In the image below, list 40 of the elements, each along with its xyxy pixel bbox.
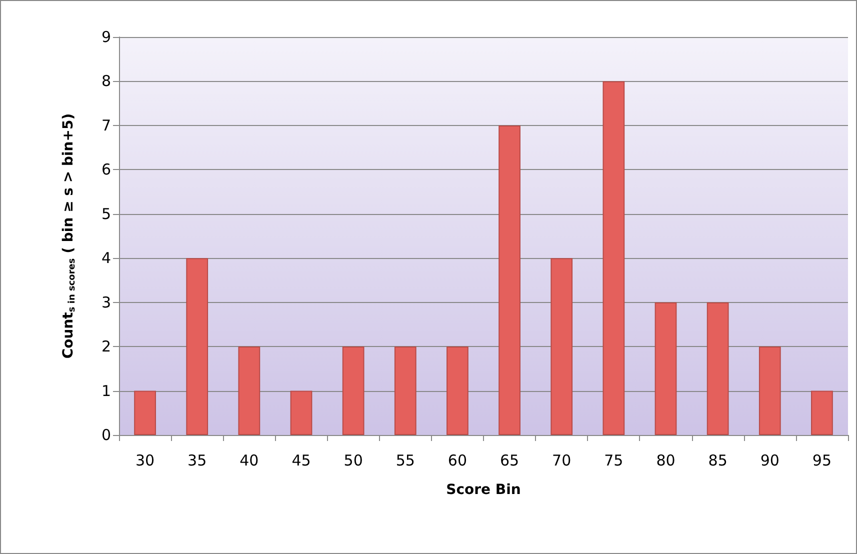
y-tick-label: 1 <box>101 382 111 400</box>
x-tick-label: 35 <box>188 452 207 470</box>
x-tick-label: 80 <box>656 452 676 470</box>
y-tick-label: 7 <box>101 116 111 134</box>
x-tick-label: 60 <box>448 452 468 470</box>
bar <box>342 346 364 435</box>
y-axis-title: Counts in scores ( bin ≥ s > bin+5) <box>60 113 78 359</box>
y-tick-label: 8 <box>101 72 111 90</box>
y-tick-label: 0 <box>101 426 111 444</box>
x-tick-label: 70 <box>552 452 572 470</box>
y-tick-label: 6 <box>101 160 111 179</box>
bar <box>602 81 625 435</box>
x-tick-label: 30 <box>135 452 155 470</box>
x-tick-label: 55 <box>396 452 415 470</box>
x-tick-label: 50 <box>344 452 363 470</box>
bar <box>811 390 833 435</box>
bar <box>758 346 781 435</box>
x-axis-title: Score Bin <box>446 482 521 498</box>
x-tick-label: 40 <box>240 452 259 470</box>
bar <box>186 258 208 435</box>
bar <box>654 302 677 435</box>
x-tick-label: 85 <box>708 452 728 470</box>
y-tick-label: 9 <box>101 28 111 46</box>
bar <box>550 258 573 435</box>
x-tick-label: 95 <box>812 452 832 470</box>
x-tick-label: 65 <box>500 452 520 470</box>
bar <box>394 346 416 435</box>
bar <box>290 390 312 435</box>
y-tick-label: 3 <box>101 293 111 312</box>
x-tick-label: 45 <box>292 452 311 470</box>
x-tick-label: 90 <box>760 452 780 470</box>
y-tick-label: 2 <box>101 338 111 356</box>
x-tick-label: 75 <box>604 452 624 470</box>
y-tick-label: 4 <box>101 249 111 268</box>
y-tick-label: 5 <box>101 204 111 223</box>
bar <box>446 346 468 435</box>
bar <box>498 125 520 435</box>
bar <box>238 346 260 435</box>
bar <box>706 302 729 435</box>
bar <box>134 390 156 435</box>
